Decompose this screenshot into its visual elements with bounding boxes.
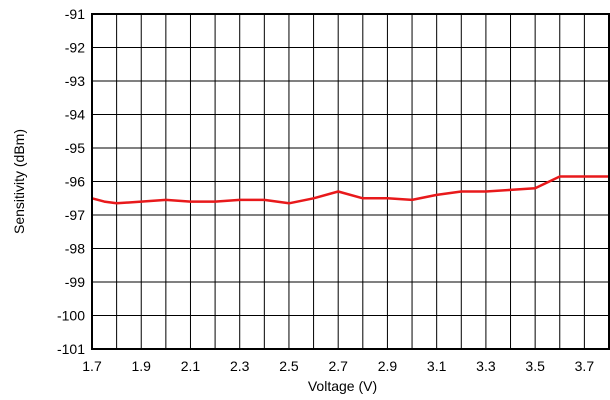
series-group <box>91 175 610 205</box>
y-tick-label: -91 <box>65 6 85 22</box>
x-tick-label: 2.9 <box>378 358 398 374</box>
y-tick-label: -99 <box>65 274 85 290</box>
y-tick-label: -100 <box>57 308 85 324</box>
data-point <box>214 200 216 203</box>
data-point <box>386 197 389 200</box>
x-tick-label: 2.3 <box>230 358 250 374</box>
y-axis-title: Sensitivity (dBm) <box>11 129 27 234</box>
data-point <box>103 200 106 203</box>
x-tick-label: 2.7 <box>328 358 348 374</box>
data-point <box>362 197 364 200</box>
x-tick-label: 3.7 <box>575 358 595 374</box>
data-point <box>337 190 339 193</box>
x-tick-label: 2.5 <box>279 358 299 374</box>
x-tick-labels: 1.7 1.9 2.1 2.3 2.5 2.7 2.9 3.1 3.3 3.5 3.7 <box>82 358 594 374</box>
x-tick-label: 3.5 <box>525 358 545 374</box>
series-line <box>91 175 609 205</box>
data-point <box>583 175 586 178</box>
y-tick-label: -95 <box>65 140 85 156</box>
data-point <box>115 202 118 205</box>
data-point <box>534 187 536 189</box>
data-point <box>263 199 266 201</box>
y-tick-label: -101 <box>57 341 85 357</box>
data-point <box>288 202 290 205</box>
plot-border <box>91 13 610 350</box>
x-tick-label: 1.9 <box>132 358 152 374</box>
y-tick-label: -96 <box>65 174 85 190</box>
data-point <box>558 175 561 178</box>
x-tick-label: 1.7 <box>82 358 102 374</box>
y-tick-label: -98 <box>65 241 85 257</box>
y-tick-label: -94 <box>65 107 85 123</box>
x-tick-label: 2.1 <box>181 358 201 374</box>
data-point <box>509 189 512 191</box>
y-tick-label: -97 <box>65 207 85 223</box>
x-axis-title: Voltage (V) <box>308 378 377 394</box>
data-point <box>140 200 143 203</box>
data-point <box>460 190 463 193</box>
data-point <box>189 200 192 203</box>
data-point <box>238 199 241 201</box>
y-tick-label: -93 <box>65 73 85 89</box>
y-tick-label: -92 <box>65 40 85 56</box>
y-tick-labels: -91 -92 -93 -94 -95 -96 -97 -98 -99 -100 -101 <box>57 6 85 357</box>
grid-lines <box>91 13 610 350</box>
data-point <box>411 199 413 201</box>
data-point <box>165 199 167 201</box>
x-tick-label: 3.1 <box>427 358 447 374</box>
x-tick-label: 3.3 <box>476 358 496 374</box>
data-point <box>435 194 438 196</box>
data-point <box>485 190 487 193</box>
data-point <box>312 197 315 200</box>
